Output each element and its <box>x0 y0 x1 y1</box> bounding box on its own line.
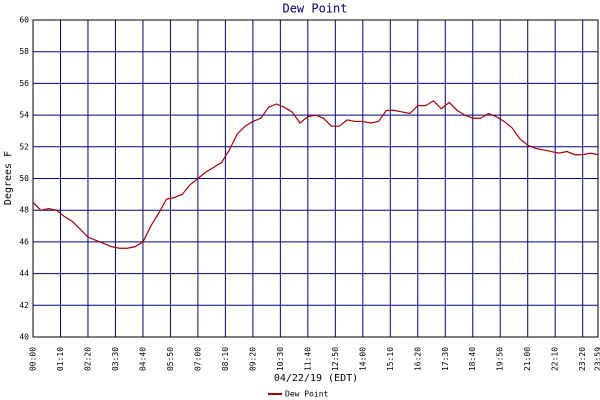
x-tick-label: 08:10 <box>221 347 230 371</box>
x-tick-label: 15:10 <box>386 347 395 371</box>
x-tick-label: 01:10 <box>56 347 65 371</box>
y-tick-label: 50 <box>19 174 29 183</box>
y-tick-label: 40 <box>19 333 29 342</box>
x-tick-label: 05:50 <box>166 347 175 371</box>
y-tick-label: 48 <box>19 206 29 215</box>
x-tick-label: 07:00 <box>193 347 202 371</box>
y-tick-label: 52 <box>19 142 29 151</box>
x-tick-label: 04:40 <box>138 347 147 371</box>
y-tick-label: 44 <box>19 269 29 278</box>
x-tick-label: 19:50 <box>496 347 505 371</box>
x-tick-label: 00:00 <box>29 347 38 371</box>
chart-title: Dew Point <box>282 2 347 16</box>
legend-label: Dew Point <box>285 390 329 399</box>
plot-border <box>32 19 599 338</box>
x-tick-label: 18:40 <box>468 347 477 371</box>
y-tick-label: 60 <box>19 16 29 25</box>
x-tick-label: 11:40 <box>303 347 312 371</box>
data-line <box>32 100 599 249</box>
y-tick-label: 42 <box>19 301 29 310</box>
x-tick-label: 17:30 <box>441 347 450 371</box>
x-tick-label: 23:59 <box>594 347 600 371</box>
y-axis-label: Degrees F <box>3 151 14 205</box>
x-tick-label: 22:10 <box>551 347 560 371</box>
x-tick-label: 02:20 <box>83 347 92 371</box>
y-tick-label: 46 <box>19 237 29 246</box>
x-tick-label: 21:00 <box>523 347 532 371</box>
y-tick-label: 56 <box>19 79 29 88</box>
x-tick-label: 09:20 <box>248 347 257 371</box>
x-tick-label: 16:20 <box>413 347 422 371</box>
x-tick-label: 14:00 <box>358 347 367 371</box>
x-axis-label: 04/22/19 (EDT) <box>274 373 358 384</box>
x-tick-label: 23:20 <box>578 347 587 371</box>
y-tick-label: 58 <box>19 47 29 56</box>
x-tick-label: 10:30 <box>276 347 285 371</box>
x-tick-label: 03:30 <box>111 347 120 371</box>
y-tick-label: 54 <box>19 111 29 120</box>
x-tick-label: 12:50 <box>331 347 340 371</box>
